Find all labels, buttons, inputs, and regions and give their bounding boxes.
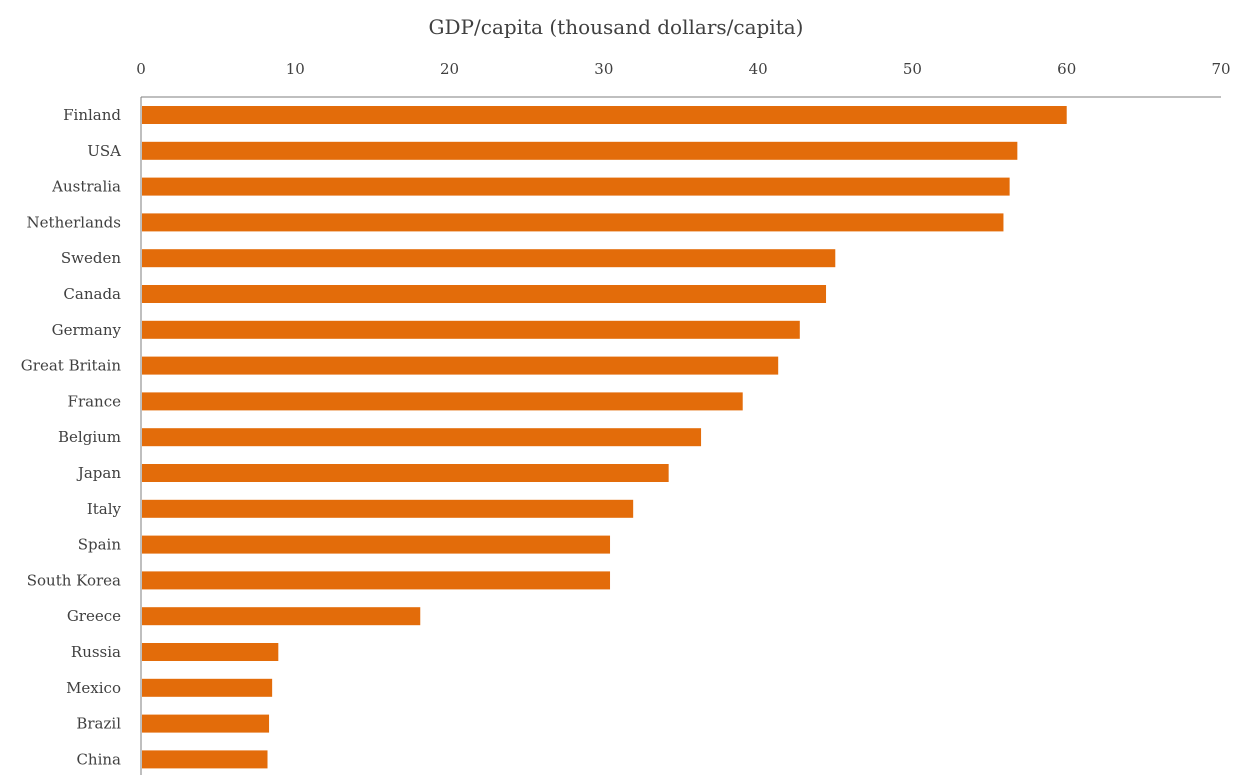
bar-sweden: [142, 249, 836, 268]
bar-great-britain: [142, 356, 779, 375]
category-label: Sweden: [61, 249, 121, 267]
category-label: Italy: [87, 500, 122, 518]
x-axis-title: GDP/capita (thousand dollars/capita): [429, 15, 804, 39]
x-tick-label: 70: [1211, 60, 1230, 78]
bars: [142, 106, 1067, 769]
bar-brazil: [142, 714, 270, 733]
bar-south-korea: [142, 571, 611, 590]
bar-spain: [142, 535, 611, 554]
bar-russia: [142, 643, 279, 661]
category-label: Russia: [71, 643, 121, 661]
bar-japan: [142, 464, 669, 482]
x-tick-label: 20: [440, 60, 459, 78]
category-label: Finland: [63, 106, 121, 124]
x-tick-label: 30: [594, 60, 613, 78]
category-label: Mexico: [66, 679, 121, 697]
x-tick-label: 40: [749, 60, 768, 78]
category-label: Great Britain: [21, 357, 122, 375]
category-labels: Finland USA Australia Netherlands Sweden Cana…: [21, 106, 122, 768]
category-label: France: [68, 392, 122, 410]
bar-australia: [142, 177, 1010, 196]
category-label: Canada: [63, 285, 121, 303]
bar-netherlands: [142, 213, 1004, 232]
category-label: USA: [87, 142, 121, 160]
x-axis-ticks: 0 10 20 30 40 50 60 70: [136, 60, 1230, 78]
x-tick-label: 60: [1057, 60, 1076, 78]
bar-italy: [142, 499, 634, 518]
bar-finland: [142, 106, 1067, 124]
bar-usa: [142, 141, 1018, 160]
category-label: Spain: [78, 536, 122, 554]
category-label: Brazil: [76, 715, 121, 733]
bar-greece: [142, 607, 421, 626]
bar-belgium: [142, 428, 702, 447]
category-label: Japan: [76, 464, 122, 482]
bar-canada: [142, 285, 827, 303]
x-tick-label: 0: [136, 60, 146, 78]
bar-mexico: [142, 678, 273, 697]
category-label: Australia: [51, 178, 121, 196]
category-label: Netherlands: [27, 213, 121, 231]
bar-germany: [142, 320, 800, 339]
bar-france: [142, 392, 743, 411]
category-label: China: [76, 750, 121, 768]
bar-china: [142, 750, 268, 769]
x-tick-label: 10: [286, 60, 305, 78]
category-label: Greece: [67, 607, 121, 625]
category-label: South Korea: [27, 571, 121, 589]
category-label: Germany: [52, 321, 122, 339]
category-label: Belgium: [58, 428, 121, 446]
x-tick-label: 50: [903, 60, 922, 78]
